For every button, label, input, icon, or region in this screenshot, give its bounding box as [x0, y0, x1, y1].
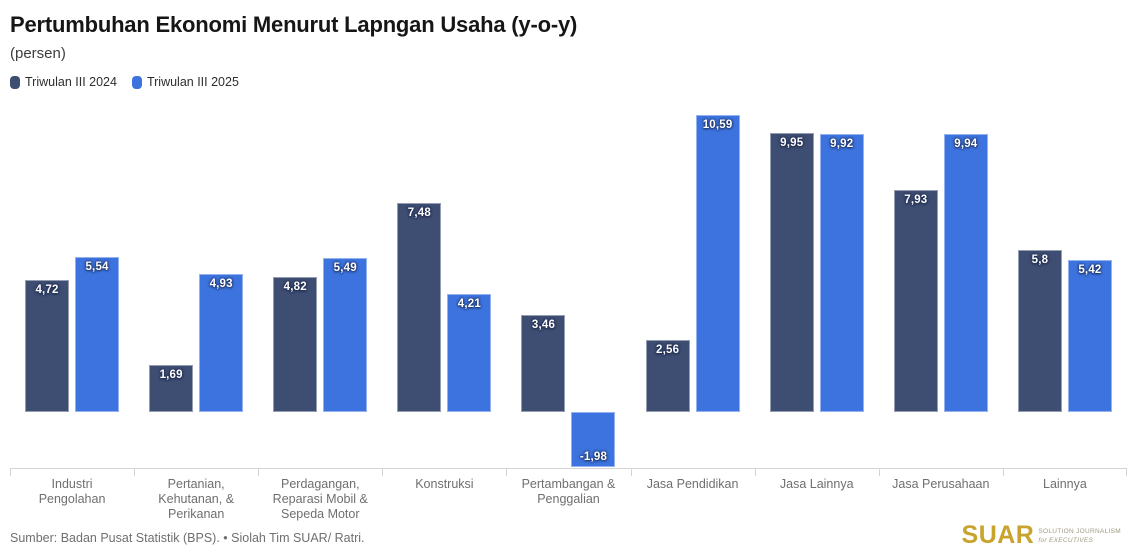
bar-value-label: 5,42	[1078, 264, 1102, 277]
suar-tagline-line1: SOLUTION JOURNALISM	[1038, 528, 1121, 536]
chart-title: Pertumbuhan Ekonomi Menurut Lapngan Usah…	[10, 12, 578, 37]
bar-value-label: 9,94	[954, 137, 978, 150]
suar-logo-text: SUAR	[961, 521, 1035, 549]
bar-group: 7,93 9,94	[879, 99, 1003, 469]
bar-triwulan-iii-2024: 5,8	[1017, 249, 1062, 412]
category-label: Jasa Pendidikan	[646, 477, 739, 491]
category-label: Pertambangan & Penggalian	[521, 477, 616, 506]
bar-triwulan-iii-2024: 7,93	[893, 189, 938, 412]
bar-value-label: 9,92	[830, 138, 854, 151]
suar-logo: SUAR SOLUTION JOURNALISM for EXECUTIVES	[962, 521, 1121, 550]
bar-group: 4,82 5,49	[258, 99, 382, 469]
legend-label-2025: Triwulan III 2025	[146, 75, 239, 89]
bar-value-label: 4,21	[457, 298, 481, 311]
bar-group: 9,95 9,92	[755, 99, 879, 469]
bar-value-label: 5,54	[85, 260, 109, 273]
bar-value-label: -1,98	[579, 451, 608, 464]
bar-triwulan-iii-2024: 9,95	[769, 133, 814, 412]
bar-triwulan-iii-2025: 5,42	[1067, 260, 1112, 412]
axis-tick	[382, 469, 384, 476]
axis-tick	[10, 469, 11, 476]
bar-triwulan-iii-2025: -1,98	[571, 412, 616, 468]
bar-triwulan-iii-2024: 7,48	[397, 202, 442, 412]
bar-value-label: 3,46	[531, 319, 556, 332]
bar-group: 5,8 5,42	[1003, 99, 1127, 469]
category-label: Industri Pengolahan	[38, 477, 106, 506]
bar-value-label: 2,56	[656, 344, 680, 357]
suar-tagline-line2: for EXECUTIVES	[1038, 536, 1094, 544]
bar-value-label: 4,82	[283, 281, 307, 294]
bar-group: 4,72 5,54	[10, 99, 134, 469]
axis-tick	[754, 469, 756, 476]
legend: Triwulan III 2024 Triwulan III 2025	[0, 75, 1135, 89]
bar-group: 7,48 4,21	[382, 99, 506, 469]
category-label: Pertanian, Kehutanan, & Perikanan	[158, 477, 235, 521]
x-axis-line	[10, 468, 1127, 469]
bar-group: 3,46 -1,98	[506, 99, 630, 469]
bar-group: 2,56 10,59	[631, 99, 755, 469]
bar-triwulan-iii-2025: 4,93	[199, 273, 244, 412]
bar-triwulan-iii-2024: 1,69	[149, 364, 194, 412]
axis-tick	[630, 469, 632, 476]
category-label: Perdagangan, Reparasi Mobil & Sepeda Mot…	[272, 477, 368, 521]
axis-tick	[878, 469, 880, 476]
legend-label-2024: Triwulan III 2024	[25, 75, 117, 89]
legend-item-2025: Triwulan III 2025	[131, 75, 239, 89]
axis-tick	[1126, 469, 1127, 476]
source-note: Sumber: Badan Pusat Statistik (BPS). • S…	[10, 531, 365, 545]
bar-triwulan-iii-2025: 9,94	[943, 133, 988, 412]
category-labels-row: Industri Pengolahan Pertanian, Kehutanan,…	[10, 477, 1127, 522]
bar-value-label: 1,69	[159, 368, 183, 381]
bar-value-label: 5,8	[1031, 253, 1049, 266]
category-label: Jasa Lainnya	[779, 477, 854, 491]
axis-tick	[134, 469, 136, 476]
bar-value-label: 4,93	[209, 277, 233, 290]
bar-value-label: 7,93	[904, 193, 928, 206]
axis-tick	[1002, 469, 1004, 476]
bar-chart-plot: 4,72 5,54 1,69 4,93 4,82 5,49 7,48 4,21 3,46 -1,9…	[10, 99, 1127, 476]
bar-triwulan-iii-2024: 4,72	[25, 279, 70, 412]
category-label: Jasa Perusahaan	[892, 477, 990, 491]
category-label: Lainnya	[1043, 477, 1087, 491]
bar-group: 1,69 4,93	[134, 99, 258, 469]
bar-triwulan-iii-2024: 3,46	[521, 315, 566, 412]
bar-triwulan-iii-2025: 5,54	[75, 256, 120, 412]
bar-value-label: 10,59	[702, 119, 733, 132]
legend-swatch-2024-icon	[10, 75, 20, 89]
bar-value-label: 5,49	[333, 262, 357, 275]
bar-value-label: 7,48	[407, 206, 431, 219]
chart-subtitle: (persen)	[10, 45, 66, 62]
bar-triwulan-iii-2025: 5,49	[323, 258, 368, 412]
axis-tick	[506, 469, 508, 476]
bar-triwulan-iii-2025: 4,21	[447, 294, 492, 412]
bar-triwulan-iii-2024: 4,82	[273, 277, 318, 412]
bar-triwulan-iii-2024: 2,56	[645, 340, 690, 412]
bar-triwulan-iii-2025: 9,92	[819, 134, 864, 412]
bar-value-label: 9,95	[780, 137, 804, 150]
suar-logo-tagline: SOLUTION JOURNALISM for EXECUTIVES	[1038, 528, 1121, 545]
bar-value-label: 4,72	[35, 283, 59, 296]
legend-swatch-2025-icon	[131, 75, 142, 89]
category-label: Konstruksi	[415, 477, 474, 491]
bar-triwulan-iii-2025: 10,59	[695, 115, 740, 412]
legend-item-2024: Triwulan III 2024	[10, 75, 117, 89]
axis-tick	[258, 469, 260, 476]
